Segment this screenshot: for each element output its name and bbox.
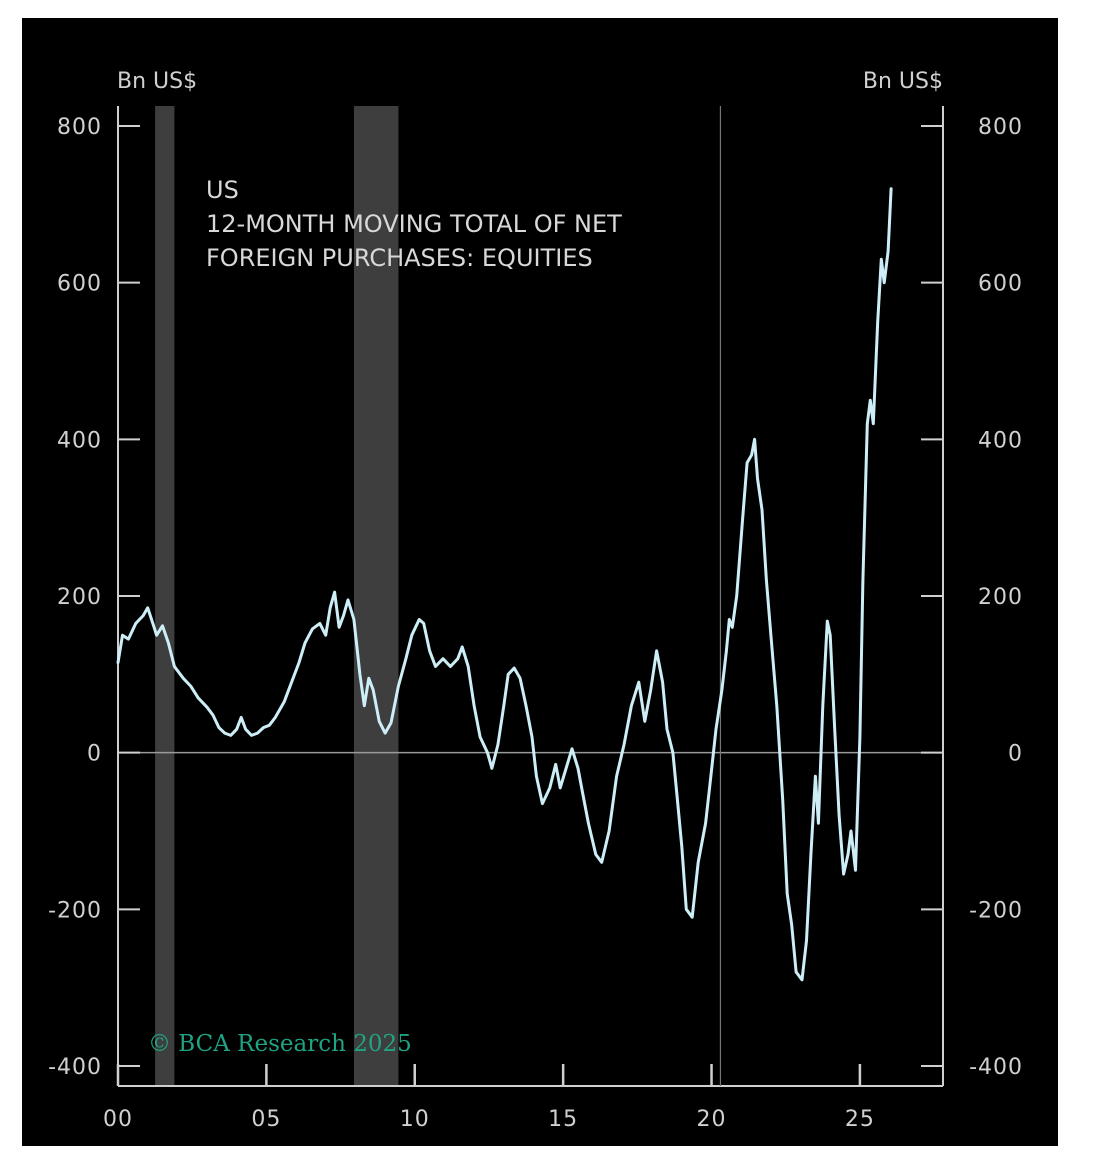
y-ticks-left: 800 600 400 200 0 -200 -400	[48, 115, 140, 1080]
x-tick-label: 15	[548, 1107, 578, 1132]
y-tick-label-left: -400	[48, 1055, 102, 1080]
y-tick-label-left: 200	[57, 585, 102, 610]
chart-frame: Bn US$ Bn US$ US 12-MONTH MOVING TOTAL O…	[22, 18, 1058, 1146]
chart-title-line-1: US	[206, 176, 239, 204]
y-tick-label-right: 400	[978, 428, 1023, 453]
series-line-net-foreign-equity-purchases	[116, 187, 893, 982]
y-tick-label-right: -400	[969, 1055, 1023, 1080]
y-tick-label-left: 400	[57, 428, 102, 453]
y-axis-unit-left: Bn US$	[117, 69, 197, 94]
chart-title-line-2: 12-MONTH MOVING TOTAL OF NET	[206, 210, 622, 238]
x-tick-label: 05	[251, 1107, 281, 1132]
y-tick-label-left: -200	[48, 898, 102, 923]
y-ticks-right: 800 600 400 200 0 -200 -400	[921, 115, 1023, 1080]
x-tick-label: 20	[697, 1107, 727, 1132]
x-ticks: 00 05 10 15 20 25	[103, 1064, 875, 1132]
chart-svg: Bn US$ Bn US$ US 12-MONTH MOVING TOTAL O…	[48, 69, 1023, 1132]
y-axis-unit-right: Bn US$	[863, 69, 943, 94]
y-tick-label-right: -200	[969, 898, 1023, 923]
credit-text: © BCA Research 2025	[148, 1031, 412, 1057]
recession-band-1	[155, 106, 175, 1086]
y-tick-label-right: 200	[978, 585, 1023, 610]
y-tick-label-right: 0	[1008, 742, 1023, 767]
x-tick-label: 00	[103, 1107, 133, 1132]
x-tick-label: 25	[845, 1107, 875, 1132]
chart-title-line-3: FOREIGN PURCHASES: EQUITIES	[206, 244, 593, 272]
y-tick-label-right: 600	[978, 272, 1023, 297]
y-tick-label-left: 600	[57, 272, 102, 297]
y-tick-label-left: 0	[87, 742, 102, 767]
recession-band-2	[353, 106, 399, 1086]
y-tick-label-right: 800	[978, 115, 1023, 140]
y-tick-label-left: 800	[57, 115, 102, 140]
recession-shading	[155, 106, 399, 1086]
x-tick-label: 10	[400, 1107, 430, 1132]
